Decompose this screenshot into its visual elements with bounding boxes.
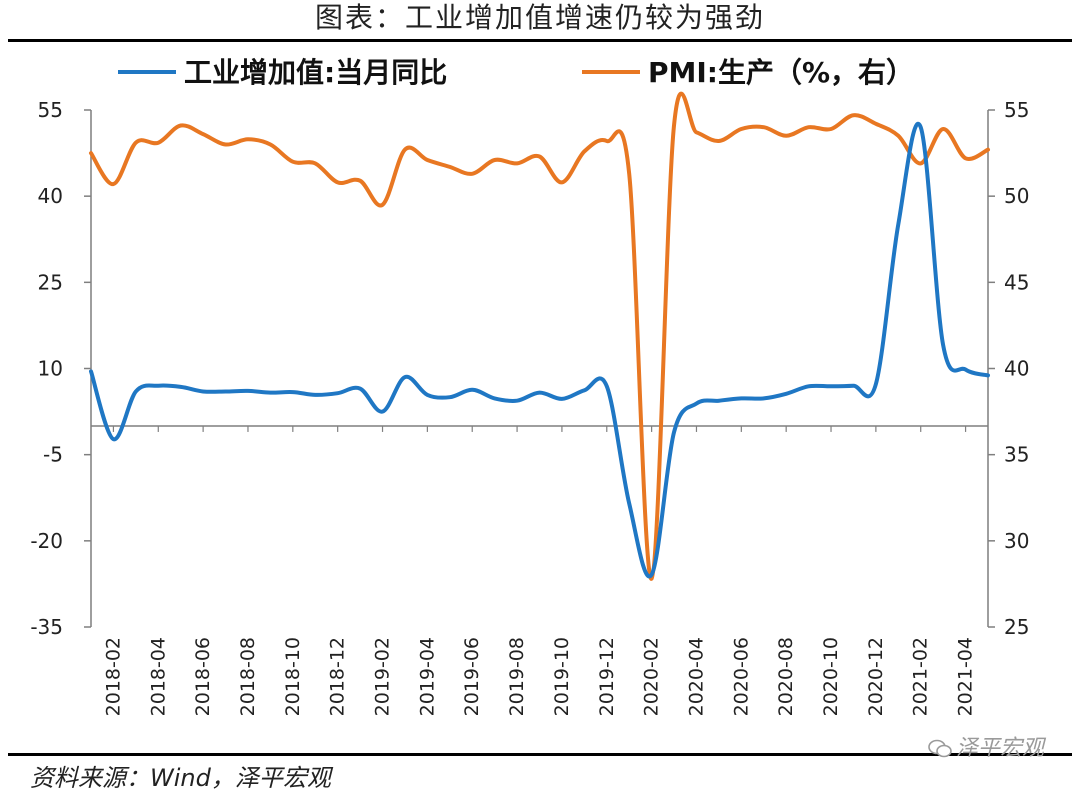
x-axis-tick-label: 2019-06 <box>461 637 483 716</box>
chart-title: 图表：工业增加值增速仍较为强劲 <box>314 1 765 34</box>
x-axis-tick-label: 2020-04 <box>685 637 707 716</box>
right-axis-tick-label: 50 <box>1004 184 1029 208</box>
x-axis-tick-label: 2020-06 <box>730 637 752 716</box>
x-axis-tick-label: 2018-08 <box>237 637 259 716</box>
left-axis-tick-label: 55 <box>38 98 63 122</box>
x-axis-tick-label: 2019-08 <box>506 637 528 716</box>
left-axis-tick-label: -35 <box>30 615 63 639</box>
x-axis-tick-label: 2018-10 <box>282 637 304 716</box>
x-axis-tick-label: 2020-02 <box>641 637 663 716</box>
right-axis-tick-label: 35 <box>1004 443 1029 467</box>
source-note: 资料来源：Wind，泽平宏观 <box>30 764 331 792</box>
right-axis-tick-label: 30 <box>1004 529 1029 553</box>
x-axis-tick-label: 2020-12 <box>865 637 887 716</box>
x-axis-tick-label: 2019-04 <box>416 637 438 716</box>
x-axis-tick-label: 2018-04 <box>147 637 169 716</box>
right-axis-tick-label: 55 <box>1004 98 1029 122</box>
right-axis-tick-label: 40 <box>1004 357 1029 381</box>
x-axis-tick-label: 2021-02 <box>910 637 932 716</box>
watermark: 泽平宏观 <box>928 730 1044 762</box>
series-line-industrial-value-added <box>89 122 990 579</box>
left-axis-tick-label: -5 <box>43 443 63 467</box>
top-rule <box>8 39 1072 42</box>
left-axis-tick-label: 40 <box>38 184 63 208</box>
left-axis-tick-label: 10 <box>38 357 63 381</box>
legend-item-industrial-label: 工业增加值:当月同比 <box>184 56 447 89</box>
x-axis-tick-label: 2021-04 <box>955 637 977 716</box>
watermark-text: 泽平宏观 <box>955 736 1044 761</box>
left-axis-tick-label: -20 <box>30 529 63 553</box>
wechat-icon <box>928 739 952 758</box>
x-axis-tick-label: 2020-10 <box>820 637 842 716</box>
right-axis-tick-label: 25 <box>1004 615 1029 639</box>
x-axis-tick-label: 2018-06 <box>192 637 214 716</box>
x-axis-tick-label: 2018-12 <box>327 637 349 716</box>
legend-item-pmi-label: PMI:生产（%，右） <box>648 56 914 89</box>
bottom-rule <box>8 753 1072 756</box>
right-axis-tick-label: 45 <box>1004 270 1029 294</box>
series-line-pmi-production <box>89 91 990 581</box>
x-axis-tick-label: 2020-08 <box>775 637 797 716</box>
x-axis-tick-label: 2018-02 <box>102 637 124 716</box>
x-axis-tick-label: 2019-02 <box>372 637 394 716</box>
left-axis-tick-label: 25 <box>38 270 63 294</box>
x-axis-tick-label: 2019-12 <box>596 637 618 716</box>
x-axis-tick-label: 2019-10 <box>551 637 573 716</box>
